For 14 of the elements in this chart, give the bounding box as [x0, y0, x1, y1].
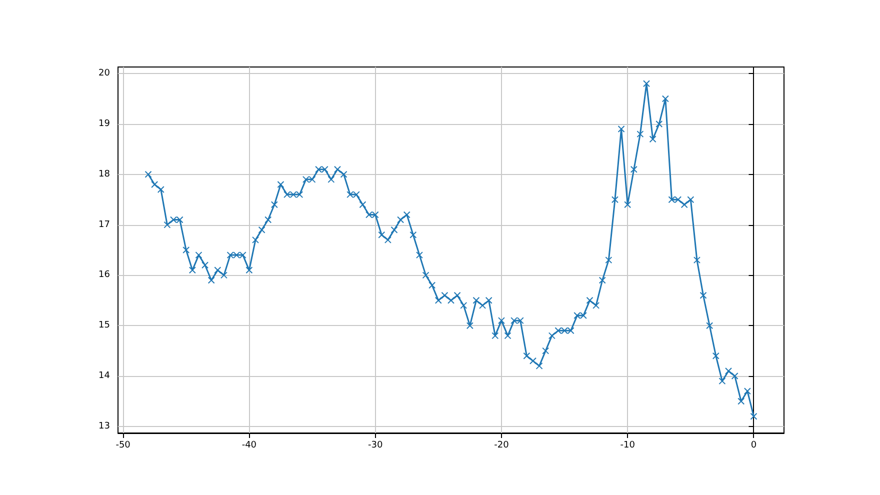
y-tick-label: 20 — [98, 68, 110, 79]
x-tick-label: -30 — [368, 440, 383, 450]
y-tick-label: 14 — [98, 371, 110, 382]
y-tick-label: 18 — [98, 169, 110, 180]
x-tick-label: 0 — [750, 440, 757, 450]
y-tick-label: 19 — [98, 118, 110, 129]
x-tick-label: -10 — [620, 440, 636, 450]
y-tick-label: 16 — [98, 270, 110, 280]
x-tick-label: -20 — [494, 440, 510, 450]
x-tick-label: -40 — [242, 440, 257, 450]
x-tick-label: -50 — [116, 440, 131, 450]
y-tick-label: 13 — [98, 421, 110, 432]
y-tick-label: 17 — [98, 220, 110, 230]
y-tick-label: 15 — [98, 320, 110, 331]
